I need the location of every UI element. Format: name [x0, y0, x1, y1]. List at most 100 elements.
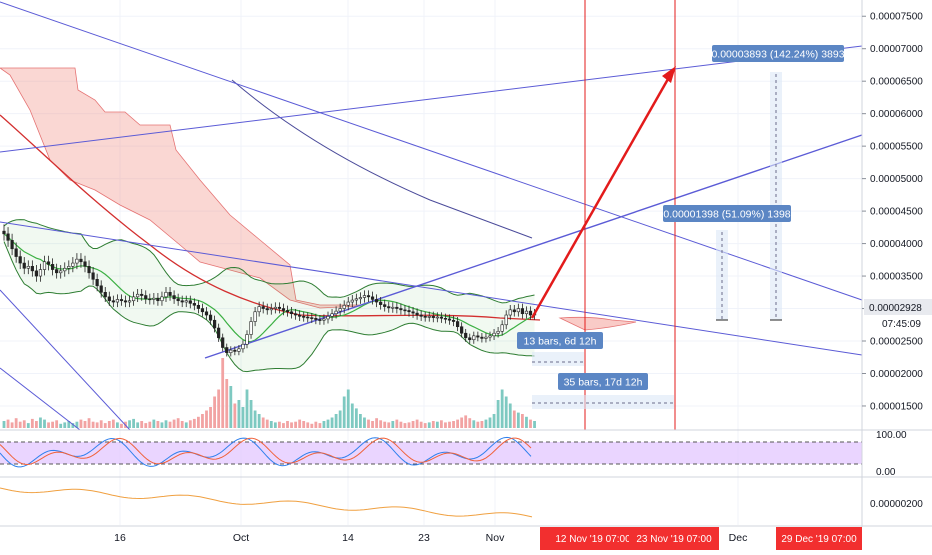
candle-body — [334, 310, 338, 315]
volume-bar — [95, 422, 99, 428]
measure-price-short-box[interactable] — [663, 205, 791, 222]
volume-bar — [516, 412, 520, 428]
candle-body — [26, 266, 30, 269]
price-tick-label: 0.00004000 — [870, 239, 923, 250]
volume-bar — [257, 414, 261, 428]
price-tick-label: 0.00004500 — [870, 207, 923, 218]
candle-body — [528, 310, 533, 316]
candle-body — [119, 299, 124, 302]
cloud-future — [558, 316, 637, 331]
candle-body — [249, 321, 253, 335]
volume-bar — [496, 400, 500, 428]
volume-bar — [521, 414, 524, 428]
trendline-3[interactable] — [204, 134, 863, 359]
date-label-box-2 — [776, 527, 862, 550]
volume-bar — [273, 422, 277, 428]
projection-arrow[interactable] — [530, 71, 674, 319]
candle-body — [50, 264, 55, 270]
candle-body — [524, 310, 529, 315]
bollinger-lower — [3, 241, 535, 373]
trendlines[interactable] — [0, 1, 863, 431]
volume-bar — [107, 421, 111, 428]
volume-bar — [403, 423, 407, 428]
candle-body — [447, 318, 452, 321]
measure-price-long-box[interactable] — [712, 45, 844, 62]
trendline-2[interactable] — [0, 221, 863, 356]
indicator-panes — [0, 429, 932, 527]
volume-bar — [472, 420, 476, 428]
candle-body — [59, 270, 63, 274]
measure-bars-long-box[interactable] — [558, 373, 648, 390]
measurement-tools[interactable]: 0.00003893 (142.24%) 3893 0.00001398 (51.… — [517, 45, 845, 409]
volume-bar — [51, 421, 54, 428]
candle-body — [480, 336, 484, 339]
candle-body — [346, 301, 350, 306]
candle-body — [476, 335, 480, 338]
candle-body — [188, 300, 192, 304]
candle-body — [391, 306, 395, 309]
candle-body — [204, 311, 209, 316]
volume-bar — [14, 418, 18, 428]
candle-body — [217, 327, 221, 339]
candle-body — [95, 279, 99, 287]
volume-bar — [411, 421, 415, 428]
candle-body — [245, 334, 249, 345]
time-tick-label: 23 — [418, 532, 430, 544]
date-label-2: 29 Dec '19 07:00 — [781, 534, 857, 545]
volume-bar — [245, 389, 249, 428]
volume-bar — [346, 389, 350, 428]
volume-bar — [294, 421, 297, 428]
stoch-axis-0: 0.00 — [876, 467, 896, 478]
volume-bar — [91, 421, 95, 428]
date-label-1: 23 Nov '19 07:00 — [636, 534, 712, 545]
trendline-0[interactable] — [0, 45, 863, 153]
price-tick-label: 0.00007500 — [870, 12, 923, 23]
candle-body — [379, 301, 383, 305]
volume-bar — [354, 408, 358, 428]
volume-bar — [43, 419, 46, 428]
countdown-label: 07:45:09 — [882, 319, 921, 330]
candle-body — [257, 306, 261, 313]
volume-bar — [342, 396, 346, 428]
candle-body — [403, 309, 407, 312]
time-tick-label: Dec — [729, 532, 748, 544]
candle-body — [306, 316, 310, 319]
candle-body — [338, 308, 342, 312]
candle-body — [208, 314, 213, 321]
candle-body — [91, 272, 95, 280]
candle-body — [71, 262, 75, 267]
candle-body — [407, 310, 411, 313]
candle-body — [435, 316, 439, 319]
trendline-4[interactable] — [0, 289, 131, 431]
candle-body — [289, 311, 294, 315]
candle-body — [168, 291, 172, 296]
volume-bar — [10, 422, 14, 428]
candle-body — [322, 318, 326, 321]
cloud-area — [0, 67, 361, 309]
candle-body — [55, 269, 59, 274]
price-and-time-axes[interactable]: 0.00007500 0.00007000 0.00006500 0.00006000… — [114, 0, 932, 550]
candle-body — [6, 233, 10, 241]
candle-body — [253, 311, 257, 322]
volume-bar — [306, 422, 310, 428]
date-label-box-0 — [540, 527, 646, 550]
candle-body — [431, 316, 435, 318]
candlesticks — [2, 224, 537, 357]
trendline-5[interactable] — [0, 367, 81, 431]
candle-body — [354, 298, 358, 301]
candle-body — [285, 310, 290, 313]
projection-arrowhead — [662, 66, 676, 83]
candle-body — [196, 304, 201, 309]
volume-bar — [148, 421, 152, 428]
candle-body — [504, 314, 508, 326]
candle-body — [468, 337, 472, 341]
volume-bar — [192, 418, 196, 428]
stoch-axis-100: 100.00 — [876, 430, 907, 441]
measure-bars-short-box[interactable] — [517, 332, 603, 349]
candle-body — [2, 230, 6, 235]
candle-body — [164, 291, 168, 298]
volume-bar — [26, 423, 30, 428]
candle-body — [500, 324, 504, 332]
volume-bars — [2, 358, 536, 428]
